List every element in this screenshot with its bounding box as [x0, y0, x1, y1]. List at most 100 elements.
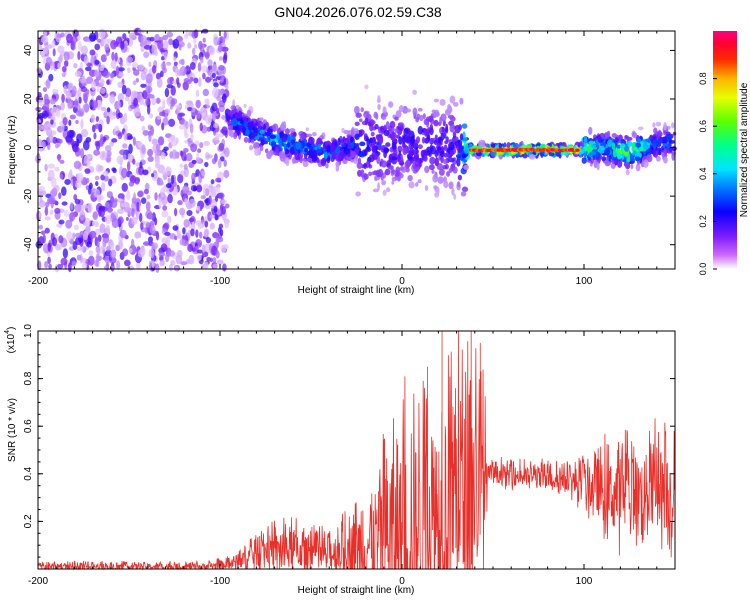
spectrogram-ridge-blob	[358, 129, 365, 136]
spectrogram-noise-blob	[145, 96, 149, 106]
spectrogram-noise-blob	[159, 111, 165, 117]
spectrogram-noise-blob	[92, 211, 99, 221]
spectrogram-ridge-blob	[461, 153, 467, 159]
spectrogram-noise-blob	[43, 102, 50, 111]
spectrogram-ridge-blob	[354, 121, 360, 126]
spectrogram-noise-blob	[182, 185, 190, 194]
spectrogram-noise-blob	[93, 189, 101, 198]
spectrogram-noise-blob	[180, 261, 188, 266]
spectrogram-ridge-blob	[443, 132, 447, 139]
spectrogram-ridge-blob	[453, 193, 457, 200]
snr-scale-close: )	[6, 327, 17, 330]
spectrogram-noise-blob	[88, 32, 97, 42]
spectrogram-noise-blob	[187, 243, 194, 252]
spectrogram-y-label: Frequency (Hz)	[7, 116, 18, 185]
spectrogram-noise-blob	[138, 64, 145, 71]
spectrogram-ridge-blob	[456, 158, 461, 167]
spectrogram-noise-blob	[218, 56, 223, 61]
spectrogram-noise-blob	[60, 32, 65, 38]
spectrogram-noise-blob	[216, 185, 221, 194]
spectrogram-noise-blob	[72, 146, 79, 153]
spectrogram-noise-blob	[117, 216, 124, 225]
spectrogram-noise-blob	[155, 143, 161, 152]
spectrogram-noise-blob	[158, 198, 162, 209]
spectrogram-ridge-blob	[460, 145, 465, 151]
spectrogram-y-ticks: -40 -20 0 20 40	[23, 37, 675, 270]
spectrogram-noise-blob	[219, 204, 224, 211]
x-tick-label: 0	[399, 276, 405, 287]
spectrogram-noise-blob	[213, 82, 219, 88]
spectrogram-ridge-blob	[403, 135, 409, 143]
spectrogram-noise-blob	[63, 209, 69, 218]
spectrogram-ridge-blob	[444, 140, 449, 145]
spectrogram-peak-blob	[575, 148, 580, 152]
spectrogram-noise-blob	[60, 101, 65, 111]
spectrogram-noise-blob	[105, 154, 112, 163]
spectrogram-noise-blob	[162, 67, 167, 74]
spectrogram-noise-blob	[188, 198, 196, 208]
spectrogram-ridge-blob	[367, 121, 372, 127]
spectrogram-noise-blob	[141, 125, 146, 132]
spectrogram-noise-blob	[95, 116, 100, 123]
spectrogram-noise-blob	[167, 193, 173, 204]
spectrogram-noise-blob	[162, 205, 168, 211]
spectrogram-noise-blob	[135, 77, 140, 83]
spectrogram-noise-blob	[170, 85, 176, 96]
spectrogram-ridge-blob	[434, 150, 441, 154]
spectrogram-noise-blob	[191, 172, 196, 182]
spectrogram-ridge-blob	[671, 152, 675, 161]
spectrogram-ridge-blob	[299, 144, 303, 153]
spectrogram-noise-blob	[137, 249, 145, 258]
spectrogram-noise-blob	[82, 140, 90, 151]
spectrogram-noise-blob	[57, 62, 61, 70]
spectrogram-noise-blob	[79, 246, 84, 252]
spectrogram-ridge-blob	[360, 169, 365, 178]
spectrogram-noise-blob	[133, 97, 139, 107]
spectrogram-ridge-blob	[385, 121, 390, 130]
spectrogram-noise-blob	[184, 132, 189, 139]
spectrogram-ridge-blob	[463, 164, 470, 171]
spectrogram-ridge-blob	[635, 163, 641, 172]
spectrogram-noise-blob	[89, 49, 96, 56]
spectrogram-noise-blob	[177, 173, 184, 184]
spectrogram-noise-blob	[116, 155, 124, 165]
spectrogram-noise-blob	[74, 70, 82, 78]
spectrogram-noise-blob	[58, 192, 62, 200]
spectrogram-ridge-blob	[414, 182, 419, 187]
spectrogram-noise-blob	[57, 45, 65, 54]
spectrogram-noise-blob	[85, 185, 89, 190]
spectrogram-ridge-blob	[612, 148, 617, 158]
spectrogram-noise-blob	[108, 178, 113, 187]
spectrogram-noise-blob	[57, 263, 64, 269]
x-tick-label: -100	[210, 276, 230, 287]
spectrogram-noise-blob	[177, 112, 183, 121]
spectrogram-noise-blob	[205, 76, 212, 83]
spectrogram-noise-blob	[150, 125, 154, 136]
spectrogram-ridge-blob	[616, 153, 623, 159]
spectrogram-noise-blob	[127, 67, 131, 74]
spectrogram-ridge-blob	[490, 143, 496, 148]
spectrogram-noise-blob	[66, 33, 73, 44]
spectrogram-ridge-blob	[652, 148, 657, 156]
spectrogram-noise-blob	[110, 60, 117, 69]
spectrogram-ridge-blob	[417, 179, 422, 184]
spectrogram-noise-blob	[73, 160, 82, 170]
spectrogram-noise-blob	[189, 76, 194, 82]
spectrogram-noise-blob	[163, 146, 169, 151]
spectrogram-ridge-blob	[350, 151, 357, 158]
spectrogram-ridge-blob	[368, 171, 373, 177]
spectrogram-ridge-blob	[425, 116, 432, 122]
spectrogram-noise-blob	[74, 203, 82, 213]
spectrogram-noise-blob	[94, 175, 100, 181]
spectrogram-noise-blob	[213, 122, 219, 129]
spectrogram-ridge-blob	[391, 141, 397, 150]
spectrogram-noise-blob	[158, 251, 166, 257]
spectrogram-ridge-blob	[439, 99, 446, 106]
snr-scale-exponent: 4	[4, 330, 11, 334]
spectrogram-ridge-blob	[395, 110, 402, 118]
spectrogram-ridge-blob	[653, 127, 658, 135]
spectrogram-noise-blob	[117, 81, 124, 88]
spectrogram-noise-blob	[56, 223, 62, 228]
spectrogram-ridge-blob	[412, 107, 418, 117]
spectrogram-noise-blob	[67, 99, 72, 110]
